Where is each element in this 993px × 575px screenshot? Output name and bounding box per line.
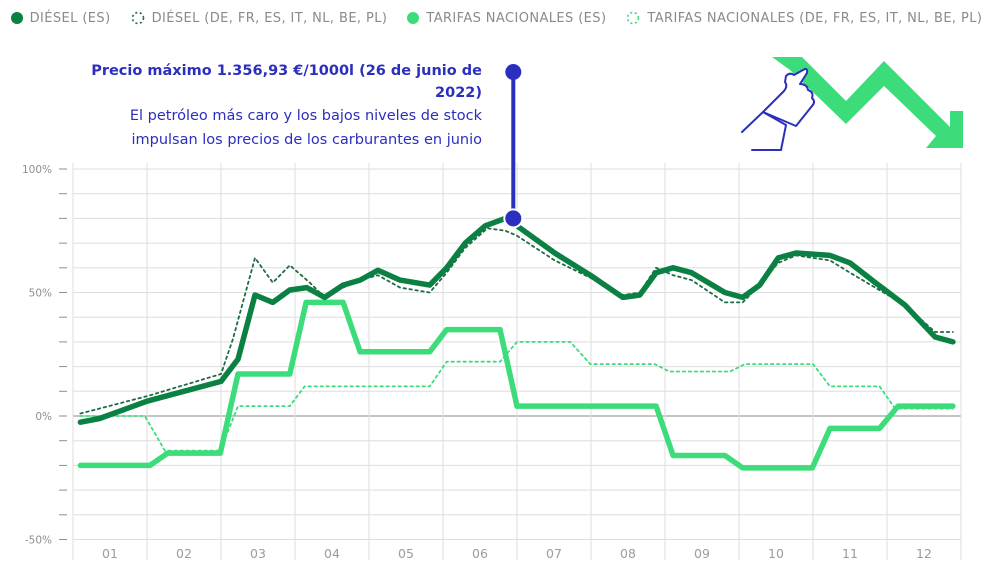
annotation-anchor-dot bbox=[505, 64, 522, 80]
annotation-text-line-1: El petróleo más caro y los bajos niveles… bbox=[129, 108, 482, 124]
legend-item-diesel-eu[interactable]: DIÉSEL (DE, FR, ES, IT, NL, BE, PL) bbox=[131, 11, 388, 26]
x-tick-label: 08 bbox=[620, 546, 636, 561]
peak-point[interactable] bbox=[505, 210, 522, 227]
chart-legend: DIÉSEL (ES) DIÉSEL (DE, FR, ES, IT, NL, … bbox=[0, 7, 993, 29]
x-axis: 01 02 03 04 05 06 07 08 09 10 11 12 bbox=[102, 546, 932, 561]
y-tick-label: -50% bbox=[25, 535, 52, 547]
series-line-2[interactable] bbox=[77, 299, 956, 471]
legend-item-diesel-es[interactable]: DIÉSEL (ES) bbox=[10, 10, 111, 26]
solid-dot-icon bbox=[10, 12, 23, 24]
x-tick-label: 05 bbox=[398, 546, 414, 561]
y-tick-label: 100% bbox=[22, 164, 52, 176]
y-axis: 100% 50% 0% -50% bbox=[22, 164, 67, 547]
x-tick-label: 06 bbox=[472, 546, 488, 561]
legend-label: TARIFAS NACIONALES (ES) bbox=[426, 10, 607, 26]
x-tick-label: 09 bbox=[694, 546, 710, 561]
x-tick-label: 12 bbox=[916, 546, 932, 561]
peak-marker[interactable] bbox=[503, 64, 524, 229]
x-tick-label: 02 bbox=[176, 546, 192, 561]
dotted-ring-icon bbox=[131, 11, 144, 25]
legend-item-tarifas-eu[interactable]: TARIFAS NACIONALES (DE, FR, ES, IT, NL, … bbox=[626, 11, 982, 26]
y-tick-label: 50% bbox=[29, 288, 52, 300]
x-tick-label: 07 bbox=[546, 546, 562, 561]
annotation-title: Precio máximo 1.356,93 €/1000l (26 de ju… bbox=[91, 63, 482, 101]
chart-grid bbox=[72, 163, 962, 560]
x-tick-label: 03 bbox=[250, 546, 266, 561]
legend-label: DIÉSEL (DE, FR, ES, IT, NL, BE, PL) bbox=[151, 10, 388, 26]
series-line-3[interactable] bbox=[79, 341, 954, 452]
x-tick-label: 01 bbox=[102, 546, 118, 561]
legend-label: DIÉSEL (ES) bbox=[29, 10, 111, 26]
x-tick-label: 04 bbox=[324, 546, 340, 561]
peak-annotation: Precio máximo 1.356,93 €/1000l (26 de ju… bbox=[60, 60, 482, 152]
y-tick-label: 0% bbox=[35, 411, 52, 423]
dotted-ring-icon bbox=[627, 11, 640, 25]
solid-dot-icon bbox=[407, 12, 420, 24]
x-tick-label: 10 bbox=[768, 546, 784, 561]
annotation-text-line-2: impulsan los precios de los carburantes … bbox=[131, 132, 482, 148]
x-tick-label: 11 bbox=[842, 546, 858, 561]
legend-label: TARIFAS NACIONALES (DE, FR, ES, IT, NL, … bbox=[647, 10, 983, 26]
legend-item-tarifas-es[interactable]: TARIFAS NACIONALES (ES) bbox=[407, 11, 606, 26]
